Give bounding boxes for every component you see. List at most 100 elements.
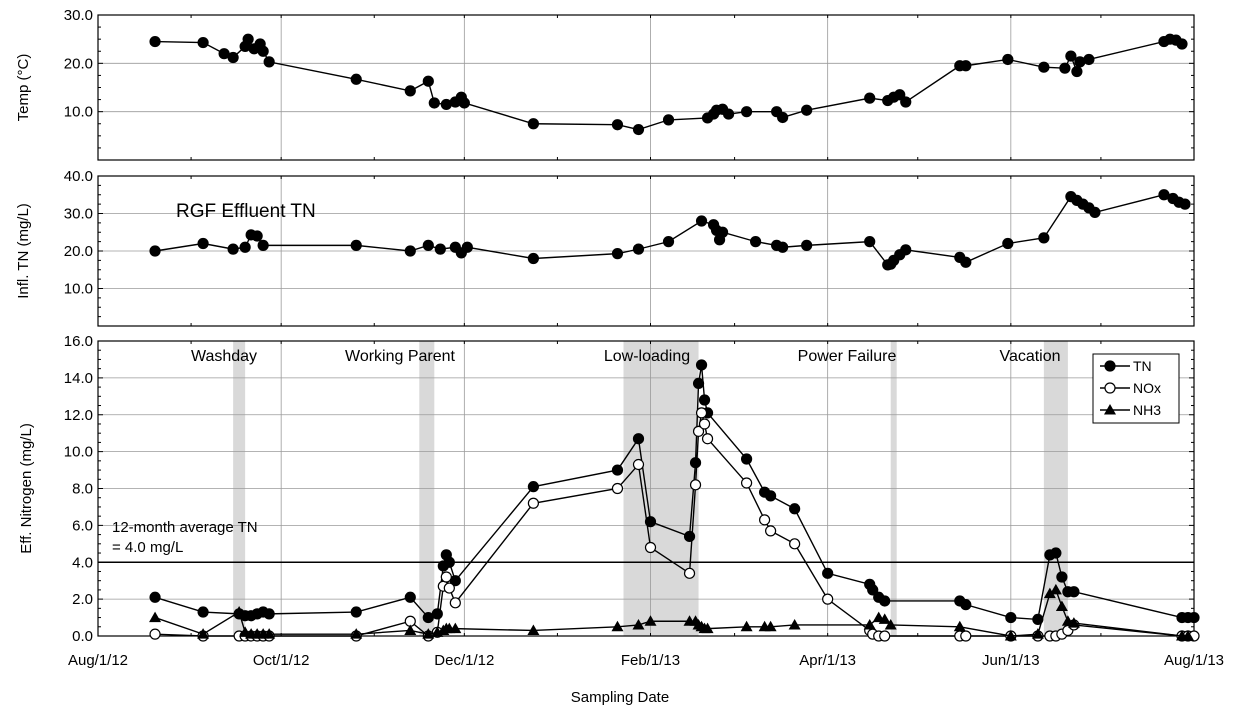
y-tick-label: 10.0 [64, 104, 93, 121]
point-infl-tn [695, 215, 708, 227]
x-tick-label: Jun/1/13 [982, 652, 1040, 669]
event-label-washday: Washday [191, 348, 257, 365]
y-tick-label: 30.0 [64, 206, 93, 223]
point-infl-tn [239, 241, 251, 253]
point-nh3 [1031, 628, 1044, 639]
point-nh3 [740, 620, 753, 632]
legend-label: NOx [1133, 380, 1161, 396]
point-temp [404, 85, 416, 97]
point-temp [422, 75, 434, 87]
point-tn [822, 567, 834, 579]
point-nox [695, 407, 708, 419]
point-infl-tn [251, 230, 263, 242]
x-tick-label: Oct/1/12 [253, 652, 310, 669]
point-nox [879, 630, 891, 642]
point-nh3 [1004, 630, 1017, 641]
y-axis-title: Eff. Nitrogen (mg/L) [18, 423, 35, 554]
point-tn [350, 606, 362, 618]
point-infl-tn [632, 243, 645, 255]
point-tn [632, 433, 645, 445]
point-nh3 [764, 620, 777, 632]
point-temp [801, 104, 813, 116]
y-axis-title: Temp (°C) [15, 54, 32, 122]
point-tn [960, 599, 972, 611]
point-tn [879, 595, 891, 607]
text-group: Sampling Date RGF Effluent TN 12-month a… [15, 7, 1224, 706]
y-tick-label: 4.0 [72, 554, 93, 571]
point-temp [440, 98, 452, 111]
point-infl-tn [960, 256, 972, 268]
y-tick-label: 10.0 [64, 281, 93, 298]
point-infl-tn [434, 243, 446, 255]
x-tick-label: Apr/1/13 [799, 652, 856, 669]
point-nox [443, 582, 455, 594]
y-tick-label: 10.0 [64, 444, 93, 461]
point-nh3 [878, 613, 891, 624]
point-nox [683, 567, 696, 579]
y-tick-label: 2.0 [72, 591, 93, 608]
point-infl-tn [422, 239, 434, 251]
legend-marker [1104, 360, 1116, 372]
point-tn [1050, 547, 1062, 559]
point-tn [422, 611, 434, 624]
point-nox [765, 525, 777, 537]
point-temp [900, 96, 912, 108]
point-infl-tn [197, 237, 209, 250]
point-nox [692, 425, 705, 437]
point-nox [822, 593, 834, 605]
point-temp [257, 45, 269, 57]
point-temp [1059, 62, 1071, 74]
point-tn [404, 591, 416, 603]
panel-frames [97, 14, 1195, 637]
point-nox [960, 630, 972, 642]
point-infl-tn [611, 248, 624, 260]
point-nox [644, 541, 657, 554]
point-nox [632, 458, 645, 471]
point-infl-tn [801, 239, 813, 251]
point-nh3 [1049, 583, 1062, 595]
point-nh3 [788, 618, 801, 630]
point-temp [197, 36, 209, 49]
point-temp [864, 92, 876, 104]
point-nh3 [1055, 600, 1068, 611]
point-tn [263, 608, 275, 620]
point-temp [1083, 53, 1095, 66]
point-nh3 [1043, 587, 1056, 599]
point-infl-tn [777, 241, 789, 253]
y-tick-label: 20.0 [64, 55, 93, 72]
point-nh3 [1067, 617, 1080, 628]
point-nh3 [884, 618, 897, 630]
point-nh3 [701, 622, 714, 634]
point-temp [662, 114, 675, 126]
infl-panel-annotation: RGF Effluent TN [176, 201, 316, 222]
event-label-power-failure: Power Failure [798, 348, 897, 365]
point-tn [149, 591, 161, 603]
point-infl-tn [527, 252, 539, 265]
x-axis-title: Sampling Date [571, 689, 669, 706]
x-tick-label: Dec/1/12 [434, 652, 494, 669]
point-nox [698, 418, 711, 430]
point-tn [1068, 586, 1080, 598]
point-tn [695, 359, 708, 371]
event-label-low-loading: Low-loading [604, 348, 690, 365]
x-tick-label: Aug/1/12 [68, 652, 128, 669]
point-temp [632, 123, 645, 136]
point-tn [1188, 611, 1200, 624]
point-nh3 [632, 618, 645, 630]
point-tn [698, 394, 711, 406]
point-nox [740, 477, 753, 489]
point-nox [440, 571, 452, 583]
point-nh3 [527, 624, 540, 635]
event-label-vacation: Vacation [999, 348, 1060, 365]
legend-label: NH3 [1133, 402, 1161, 418]
point-temp [218, 48, 230, 60]
point-nh3 [350, 628, 363, 639]
point-tn [765, 490, 777, 502]
legend-marker [1104, 404, 1116, 415]
y-axis-title: Infl. TN (mg/L) [15, 203, 32, 299]
point-tn [527, 481, 539, 493]
y-tick-label: 6.0 [72, 517, 93, 534]
point-infl-tn [1179, 198, 1191, 210]
point-tn [1005, 611, 1017, 624]
y-tick-label: 16.0 [64, 333, 93, 350]
